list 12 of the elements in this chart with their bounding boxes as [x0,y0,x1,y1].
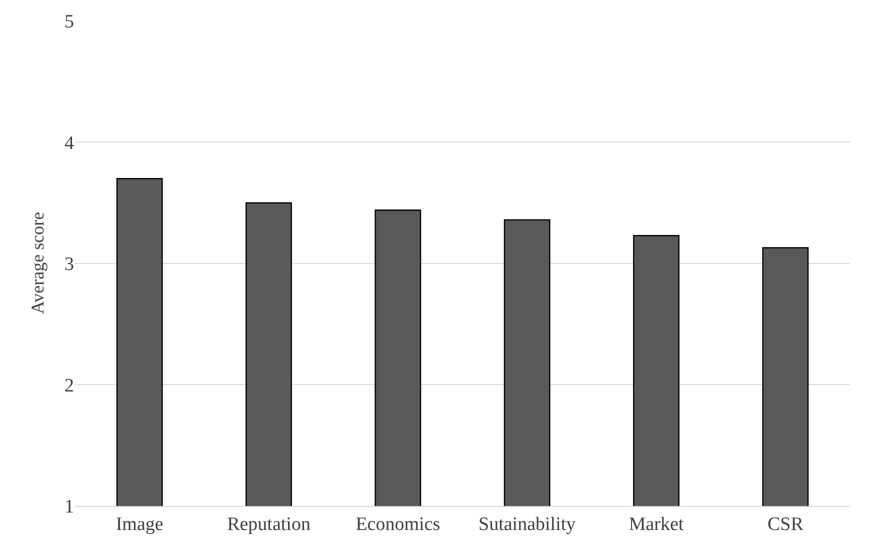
x-tick-label: Economics [356,514,440,535]
y-axis-title: Average score [28,212,48,314]
x-tick-label: Market [628,514,684,535]
x-tick-label: CSR [767,514,804,535]
y-tick-label: 5 [64,12,74,33]
y-tick-label: 1 [64,496,74,518]
y-tick-label: 3 [64,254,74,276]
x-tick-label: Reputation [227,514,311,535]
x-tick-label: Sutainability [478,514,576,535]
y-tick-label: 2 [64,375,74,396]
x-tick-label: Image [116,514,164,535]
y-tick-label: 4 [64,132,74,154]
